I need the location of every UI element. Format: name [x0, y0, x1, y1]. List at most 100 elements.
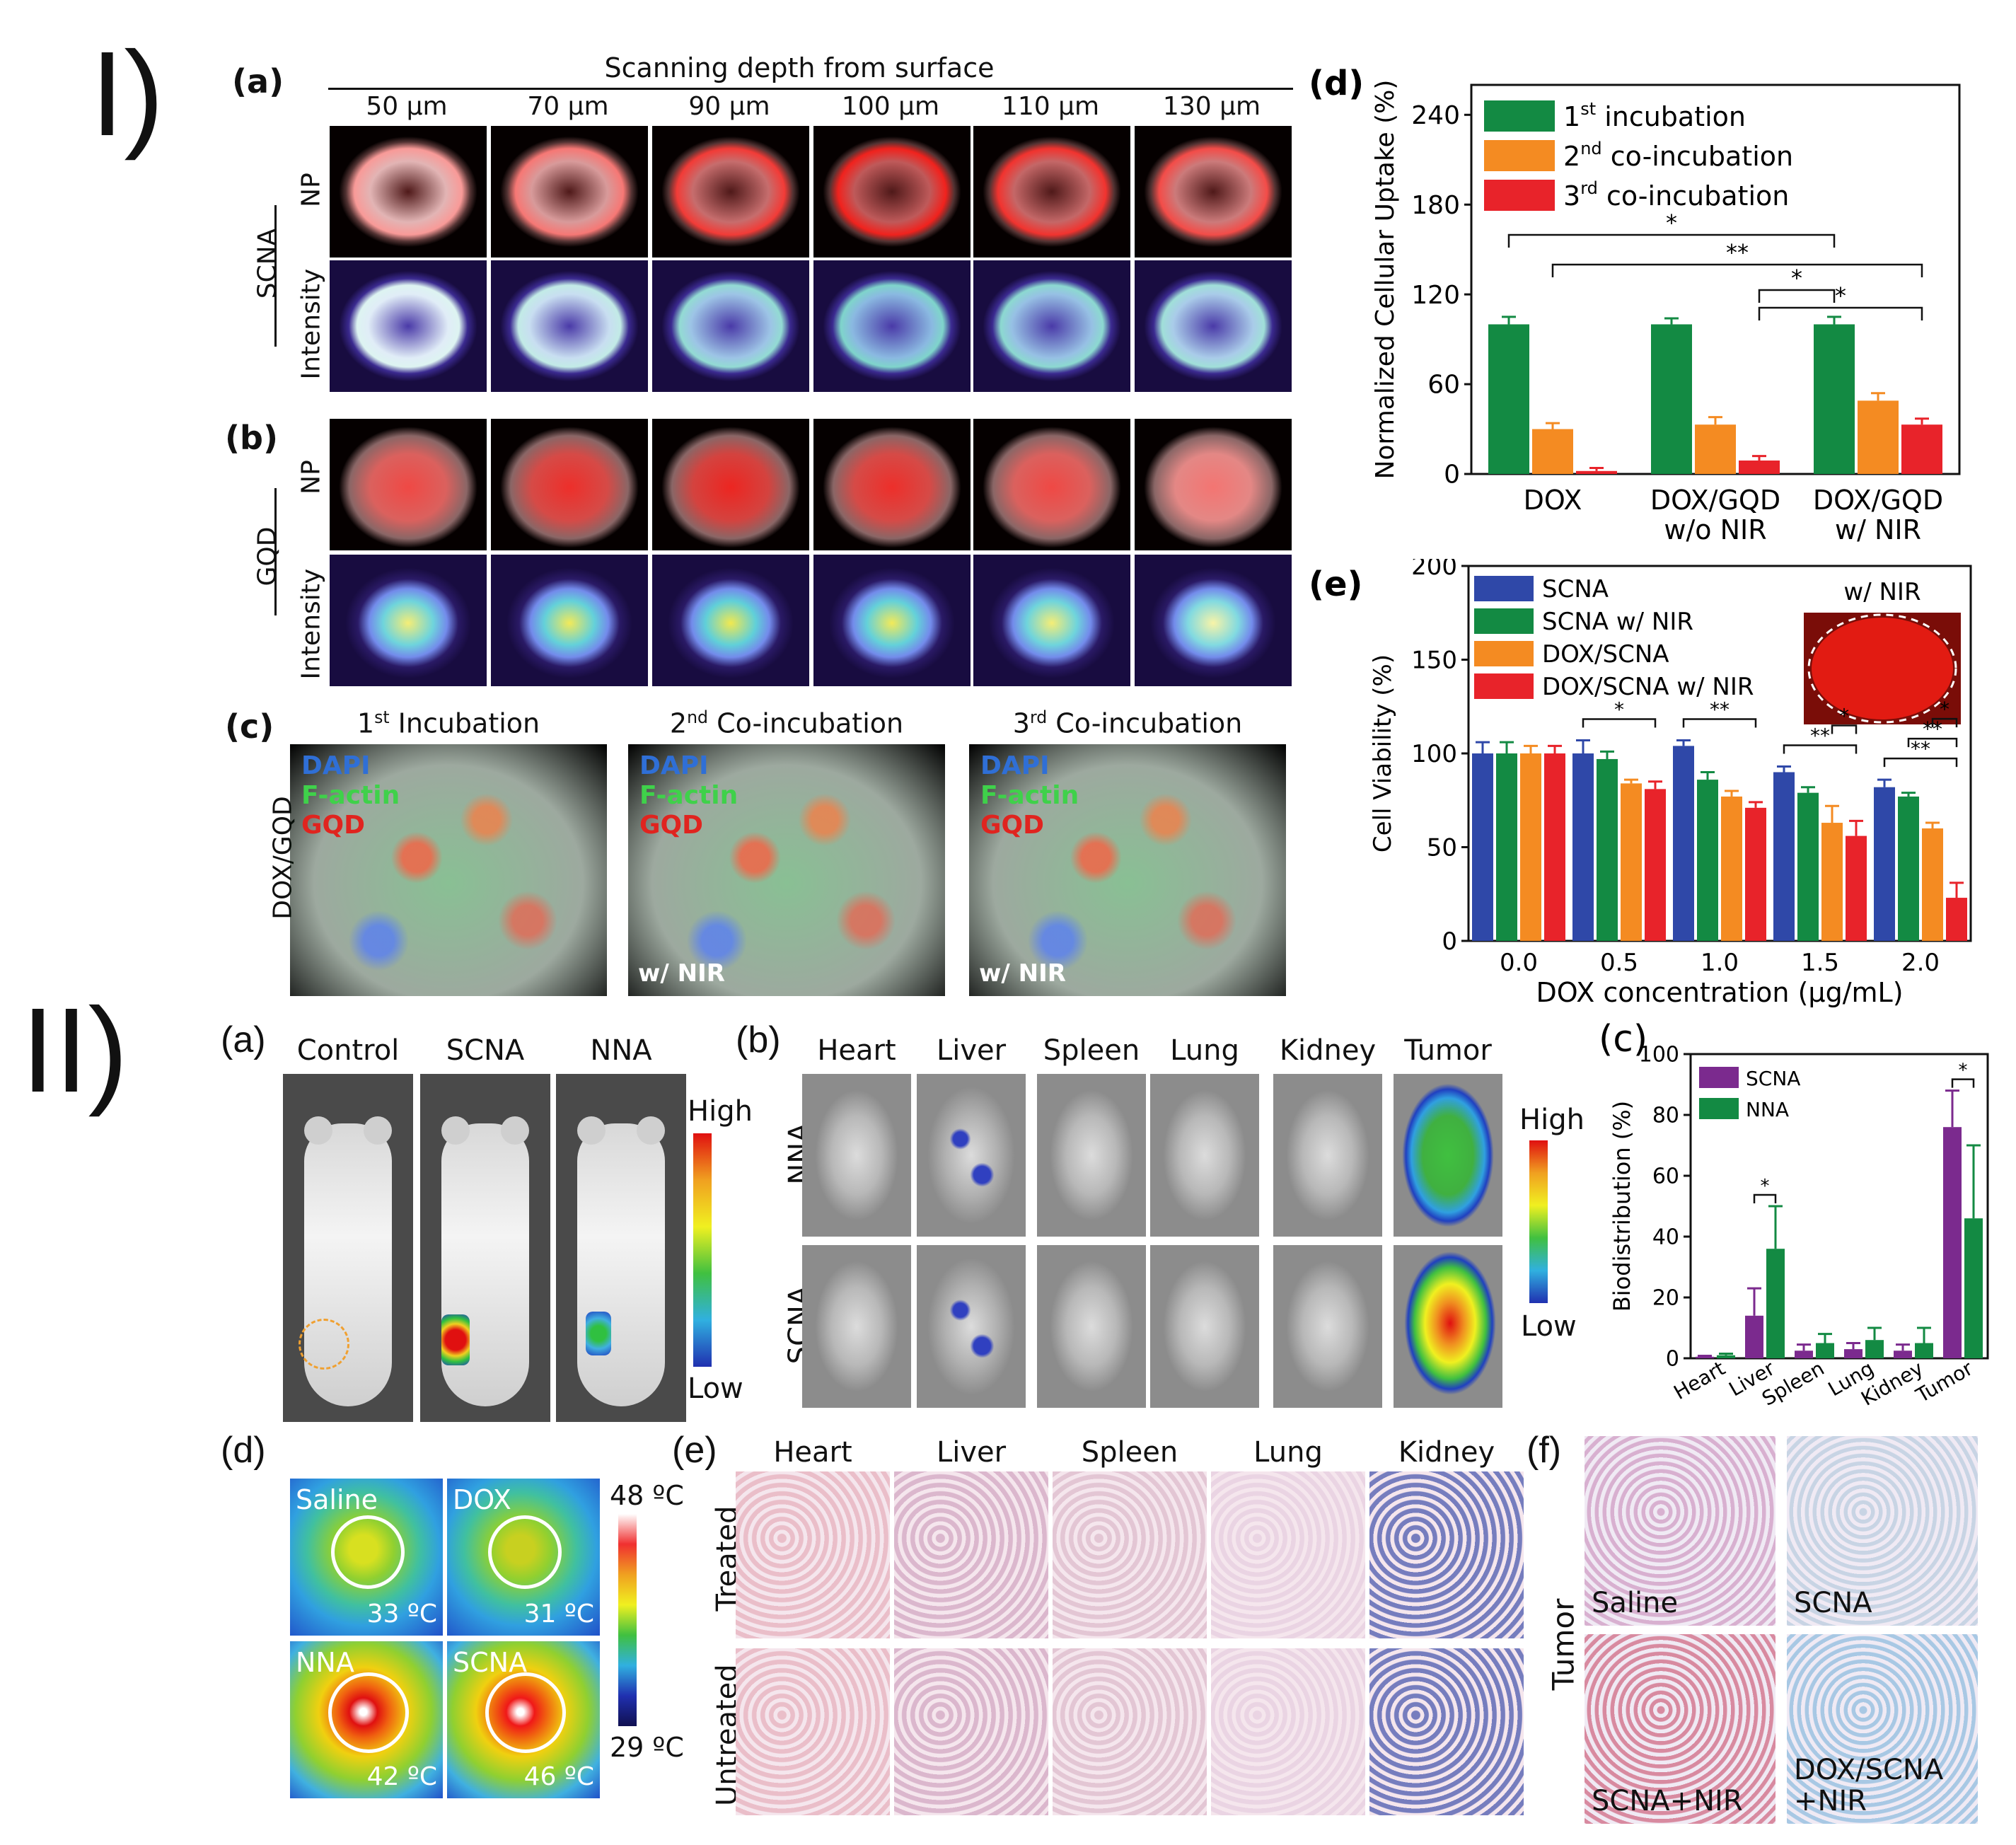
significance-bracket — [1931, 717, 1958, 728]
legend-swatch — [1474, 673, 1534, 699]
legend-label: SCNA w/ NIR — [1542, 608, 1693, 636]
fluorescence-micrograph: DAPI F-actin GQD — [290, 744, 607, 996]
depth-label: 100 μm — [841, 92, 940, 121]
bar — [1621, 783, 1642, 941]
organ-image — [1037, 1074, 1146, 1237]
roi-circle — [488, 1515, 562, 1589]
group-rule-scna — [274, 205, 277, 347]
bar — [1695, 424, 1736, 474]
y-tick-label: 200 — [1411, 559, 1457, 581]
y-tick-label: 100 — [1411, 740, 1457, 768]
panel-label-I-a: (a) — [232, 62, 284, 100]
plot-area: 0 50 100 150 200 — [1411, 559, 1972, 956]
y-tick-label: 0 — [1666, 1347, 1679, 1372]
stain-label: GQD — [301, 811, 366, 840]
stain-label: GQD — [639, 811, 704, 840]
organ-label: Lung — [1170, 1034, 1239, 1067]
stain-label: GQD — [980, 811, 1045, 840]
bar — [1597, 758, 1618, 941]
temperature-label: 42 ºC — [366, 1762, 437, 1791]
mouse-ear — [304, 1116, 332, 1145]
tumor-histology-image: SCNA+NIR — [1585, 1634, 1775, 1824]
significance-bracket — [1907, 737, 1958, 748]
stain-label: F-actin — [980, 781, 1079, 810]
organ-label: Spleen — [1043, 1034, 1140, 1067]
thermal-image: SCNA 46 ºC — [447, 1641, 600, 1798]
histology-image — [1211, 1471, 1365, 1638]
mouse-ear — [637, 1116, 665, 1145]
mouse-image — [420, 1074, 550, 1422]
temperature-label: 31 ºC — [523, 1600, 594, 1629]
section-label-two: II) — [21, 983, 129, 1118]
significance-bracket — [1883, 757, 1958, 768]
significance-bracket — [1682, 718, 1757, 728]
panel-label-II-f: (f) — [1527, 1430, 1562, 1471]
intensity-map-image — [328, 259, 488, 393]
y-tick-label: 50 — [1427, 833, 1457, 862]
bar — [1496, 753, 1517, 941]
category-label: DOX — [1524, 485, 1582, 516]
bar — [1645, 789, 1666, 941]
panel-label-II-d: (d) — [221, 1430, 266, 1471]
legend-label: SCNA — [1746, 1067, 1800, 1090]
panel-label-II-a: (a) — [221, 1019, 266, 1060]
y-tick-label: 60 — [1427, 371, 1460, 400]
significance-marker: * — [1959, 1060, 1968, 1082]
legend-swatch — [1699, 1098, 1739, 1119]
y-tick-label: 100 — [1639, 1043, 1679, 1068]
bar — [1844, 1349, 1863, 1358]
incubation-title: 1st Incubation — [357, 707, 540, 739]
tumor-histology-image: Saline — [1585, 1436, 1775, 1626]
tumor-group-label: SCNA — [1794, 1587, 1872, 1619]
np-fluorescence-image — [1133, 417, 1293, 552]
significance-marker: * — [1940, 698, 1950, 721]
category-label: w/ NIR — [1835, 514, 1921, 545]
depth-label: 90 μm — [688, 92, 770, 121]
organ-image — [1394, 1074, 1502, 1237]
bar — [1673, 746, 1694, 941]
scanning-depth-rule — [328, 88, 1293, 90]
temperature-label: 46 ºC — [523, 1762, 594, 1791]
thermal-image: Saline 33 ºC — [290, 1479, 443, 1636]
legend-label: 2nd co-incubation — [1563, 139, 1793, 172]
panel-label-II-b: (b) — [736, 1019, 781, 1060]
np-fluorescence-image — [651, 417, 811, 552]
group-label: Control — [296, 1034, 400, 1067]
significance-bracket — [1753, 1193, 1777, 1203]
y-tick-label: 150 — [1411, 646, 1457, 674]
significance-marker: * — [1791, 265, 1802, 291]
legend-swatch — [1484, 140, 1555, 171]
tumor-marker — [299, 1319, 349, 1370]
color-scale-bar — [1529, 1140, 1548, 1303]
bar — [1795, 1351, 1813, 1358]
y-axis-label: Biodistribution (%) — [1609, 1101, 1635, 1312]
scanning-depth-header: Scanning depth from surface — [604, 52, 995, 83]
y-tick-label: 240 — [1411, 101, 1460, 130]
roi-circle — [485, 1672, 566, 1753]
organ-label: Kidney — [1398, 1436, 1495, 1469]
bar — [1874, 787, 1895, 941]
stain-label: DAPI — [639, 751, 709, 780]
bar — [1816, 1343, 1834, 1358]
depth-label: 70 μm — [527, 92, 609, 121]
bar — [1858, 400, 1899, 474]
depth-label: 130 μm — [1162, 92, 1261, 121]
significance-marker: ** — [1710, 698, 1730, 721]
intensity-map-image — [1133, 553, 1293, 688]
scale-max-label: 48 ºC — [610, 1480, 684, 1511]
inset-outline — [1807, 613, 1957, 724]
bar — [1721, 796, 1742, 941]
tumor-group-label: Saline — [1592, 1587, 1679, 1619]
chart-I-d: (d) 0 60 120 180 240 Normalized Cellular Uptak… — [1309, 64, 1961, 545]
legend-label: 1st incubation — [1563, 99, 1746, 132]
significance-marker: * — [1666, 209, 1677, 236]
legend-label: NNA — [1746, 1098, 1789, 1121]
np-fluorescence-image — [489, 417, 649, 552]
bar — [1572, 753, 1594, 941]
mouse-image — [283, 1074, 413, 1422]
bar — [1901, 424, 1942, 474]
histology-image — [1369, 1471, 1524, 1638]
y-tick-label: 40 — [1652, 1225, 1679, 1250]
intensity-map-image — [651, 553, 811, 688]
